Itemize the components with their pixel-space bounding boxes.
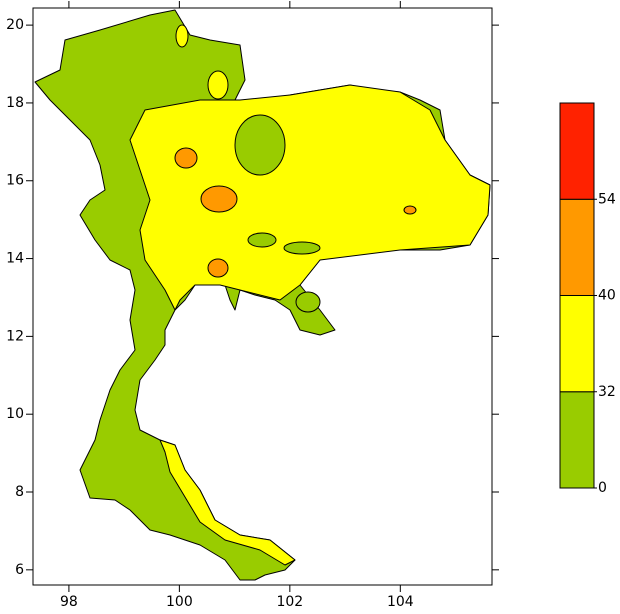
colorbar-band <box>559 295 595 393</box>
region-green <box>295 291 321 313</box>
y-tick-label: 12 <box>6 328 24 344</box>
y-tick-label: 8 <box>15 484 24 500</box>
x-tick-label: 104 <box>387 594 414 610</box>
region-green <box>283 241 321 255</box>
y-tick-label: 14 <box>6 251 24 267</box>
plot-frame <box>32 7 493 586</box>
y-tick-label: 10 <box>6 406 24 422</box>
colorbar-label: 54 <box>598 191 616 207</box>
colorbar-label: 32 <box>598 384 616 400</box>
region-yellow-south <box>159 439 296 566</box>
colorbar-label: 40 <box>598 288 616 304</box>
region-green <box>247 232 277 248</box>
y-tick-label: 6 <box>15 562 24 578</box>
region-orange <box>200 185 238 213</box>
x-tick-label: 102 <box>276 594 303 610</box>
region-yellow <box>129 84 491 311</box>
colorbar-label: 0 <box>598 480 607 496</box>
region-green <box>234 114 286 176</box>
y-tick-label: 16 <box>6 173 24 189</box>
region-orange <box>174 147 198 169</box>
colorbar-band <box>559 391 595 489</box>
region-orange <box>403 205 417 215</box>
y-tick-label: 18 <box>6 95 24 111</box>
colorbar-band <box>559 102 595 200</box>
colorbar-band <box>559 198 595 296</box>
x-tick-label: 100 <box>166 594 193 610</box>
map-shapes <box>34 9 491 581</box>
region-orange <box>207 258 229 278</box>
region-yellow-spot <box>207 70 229 100</box>
x-tick-label: 98 <box>60 594 78 610</box>
y-tick-label: 20 <box>6 17 24 33</box>
region-yellow-spot <box>175 24 189 48</box>
